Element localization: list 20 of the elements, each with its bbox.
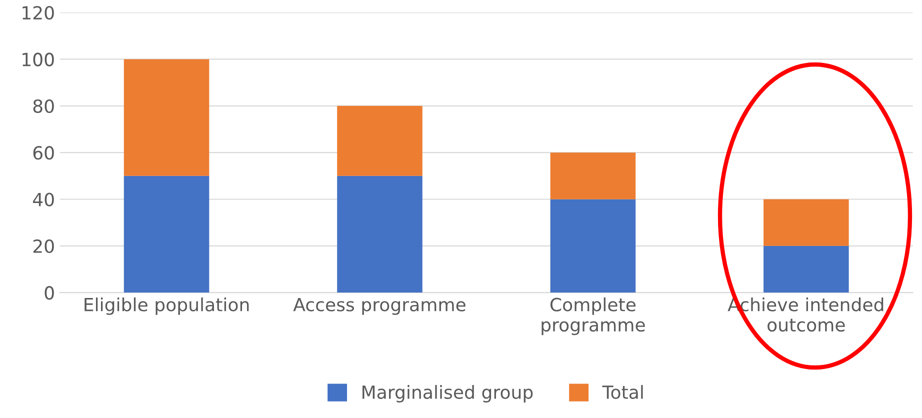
y-tick-label: 80 — [33, 99, 54, 114]
legend-label: Marginalised group — [362, 385, 533, 402]
legend-label: Total — [602, 385, 643, 399]
x-tick-label: Complete programme — [542, 297, 645, 336]
x-tick-label: Eligible population — [84, 297, 249, 315]
y-tick-label: 120 — [22, 6, 54, 20]
bar — [337, 176, 422, 293]
bar — [124, 176, 210, 293]
y-tick-label: 40 — [32, 192, 54, 206]
y-tick-label: 100 — [22, 52, 54, 66]
bar — [550, 152, 636, 200]
y-tick-label: 60 — [33, 146, 54, 160]
bar — [550, 199, 636, 293]
y-tick-label: 20 — [33, 239, 54, 254]
bar — [337, 106, 422, 176]
y-tick-label: 0 — [44, 286, 54, 300]
bar — [124, 59, 210, 176]
x-tick-label: Access programme — [293, 298, 466, 315]
bar — [764, 246, 849, 293]
bar — [764, 199, 849, 246]
